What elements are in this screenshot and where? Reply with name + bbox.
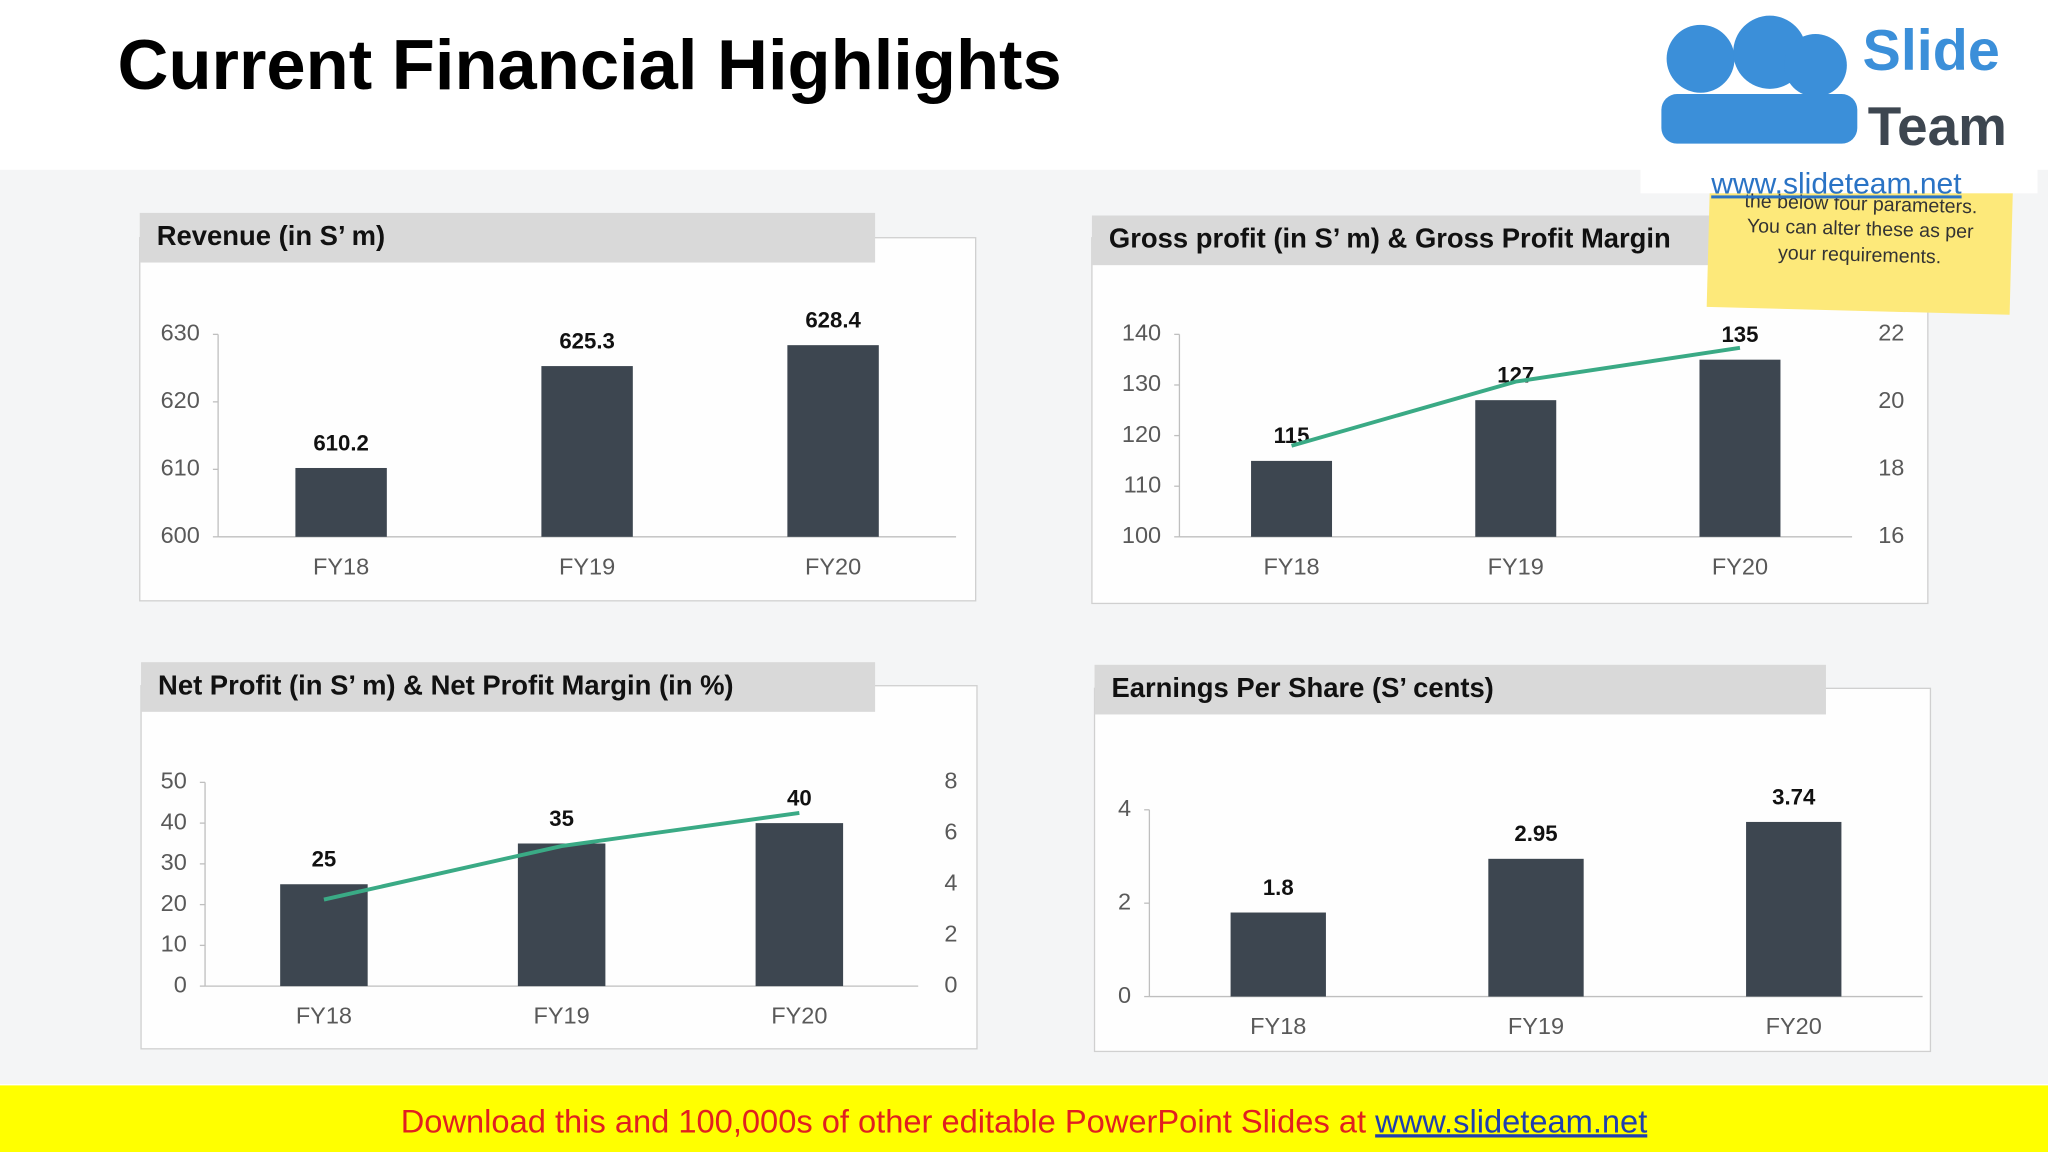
y-tick-label: 630 bbox=[161, 320, 200, 346]
x-tick-label: FY20 bbox=[805, 553, 861, 579]
x-tick-label: FY19 bbox=[534, 1003, 590, 1029]
y2-tick-label: 18 bbox=[1878, 455, 1904, 481]
bar bbox=[295, 467, 387, 537]
value-label: 3.74 bbox=[1772, 784, 1816, 809]
value-label: 625.3 bbox=[559, 328, 615, 353]
chart-title: Gross profit (in S’ m) & Gross Profit Ma… bbox=[1109, 223, 1671, 254]
x-tick-label: FY18 bbox=[1250, 1013, 1306, 1039]
line bbox=[323, 810, 800, 902]
value-label: 1.8 bbox=[1263, 875, 1294, 900]
bar bbox=[1475, 400, 1557, 537]
note-line: your requirements. bbox=[1778, 242, 1942, 268]
y-tick-label: 4 bbox=[1118, 795, 1131, 821]
value-label: 2.95 bbox=[1514, 821, 1557, 846]
y-tick-label: 120 bbox=[1122, 421, 1161, 447]
bar bbox=[541, 366, 633, 537]
x-tick-label: FY19 bbox=[1508, 1013, 1564, 1039]
y-tick-label: 0 bbox=[174, 971, 187, 997]
x-tick-label: FY19 bbox=[1488, 553, 1544, 579]
y2-tick-label: 6 bbox=[944, 819, 957, 845]
logo-word: Slide bbox=[1863, 19, 2000, 83]
logo-icon bbox=[1666, 24, 1735, 93]
y2-tick-label: 22 bbox=[1878, 320, 1904, 346]
y-tick-label: 30 bbox=[161, 849, 187, 875]
x-tick-label: FY18 bbox=[313, 553, 369, 579]
bar bbox=[755, 823, 844, 987]
value-label: 40 bbox=[787, 785, 812, 810]
sticky-note: the below four parameters. You can alter… bbox=[1706, 173, 2014, 315]
line bbox=[1290, 345, 1741, 448]
slide-title: Current Financial Highlights bbox=[118, 25, 1062, 104]
value-label: 135 bbox=[1721, 322, 1758, 347]
value-label: 25 bbox=[312, 847, 337, 872]
bar bbox=[1230, 912, 1326, 997]
bar bbox=[1699, 359, 1781, 537]
y-tick-label: 10 bbox=[161, 931, 187, 957]
bar bbox=[517, 843, 606, 987]
y-tick-label: 600 bbox=[161, 522, 200, 548]
chart-title: Earnings Per Share (S’ cents) bbox=[1112, 672, 1494, 703]
bar bbox=[1746, 821, 1842, 997]
value-label: 610.2 bbox=[313, 430, 369, 455]
y2-tick-label: 8 bbox=[944, 768, 957, 794]
y-tick-label: 140 bbox=[1122, 320, 1161, 346]
y2-tick-label: 16 bbox=[1878, 522, 1904, 548]
value-label: 35 bbox=[549, 806, 574, 831]
bar bbox=[1251, 460, 1333, 537]
y-tick-label: 110 bbox=[1124, 471, 1161, 497]
y-tick-label: 40 bbox=[161, 808, 187, 834]
chart-header bbox=[1091, 215, 1712, 266]
footer: Download this and 100,000s of other edit… bbox=[401, 1102, 1648, 1139]
bar bbox=[787, 345, 879, 537]
x-tick-label: FY18 bbox=[1263, 553, 1319, 579]
footer-text: Download this and 100,000s of other edit… bbox=[401, 1102, 1375, 1139]
y-tick-label: 610 bbox=[161, 455, 200, 481]
y2-tick-label: 2 bbox=[944, 920, 957, 946]
footer-bar bbox=[0, 1085, 2048, 1152]
y-tick-label: 0 bbox=[1118, 982, 1131, 1008]
x-tick-label: FY19 bbox=[559, 553, 615, 579]
logo-url: www.slideteam.net bbox=[1710, 167, 1962, 200]
y-tick-label: 130 bbox=[1122, 370, 1161, 396]
value-label: 628.4 bbox=[805, 308, 861, 333]
y2-tick-label: 20 bbox=[1878, 387, 1904, 413]
y-tick-label: 620 bbox=[161, 387, 200, 413]
chart-title: Net Profit (in S’ m) & Net Profit Margin… bbox=[158, 669, 734, 700]
chart-header bbox=[141, 662, 876, 712]
y2-tick-label: 0 bbox=[944, 971, 957, 997]
y-tick-label: 20 bbox=[161, 890, 187, 916]
x-tick-label: FY20 bbox=[771, 1003, 827, 1029]
logo-icon bbox=[1784, 33, 1847, 97]
bar bbox=[1488, 858, 1584, 997]
y-tick-label: 50 bbox=[161, 768, 187, 794]
x-tick-label: FY18 bbox=[296, 1003, 352, 1029]
y-tick-label: 2 bbox=[1118, 888, 1131, 914]
x-tick-label: FY20 bbox=[1712, 553, 1768, 579]
y2-tick-label: 4 bbox=[944, 869, 957, 895]
logo: Slide Team www.slideteam.net bbox=[1640, 0, 2038, 200]
y-tick-label: 100 bbox=[1122, 522, 1161, 548]
footer-link[interactable]: www.slideteam.net bbox=[1374, 1102, 1647, 1139]
x-tick-label: FY20 bbox=[1766, 1013, 1822, 1039]
logo-icon bbox=[1661, 94, 1858, 144]
note-paper bbox=[1706, 173, 2014, 315]
chart-header bbox=[139, 212, 876, 263]
chart-header bbox=[1094, 664, 1826, 715]
logo-word: Team bbox=[1868, 95, 2007, 157]
chart-title: Revenue (in S’ m) bbox=[157, 220, 385, 251]
bar bbox=[280, 884, 368, 987]
